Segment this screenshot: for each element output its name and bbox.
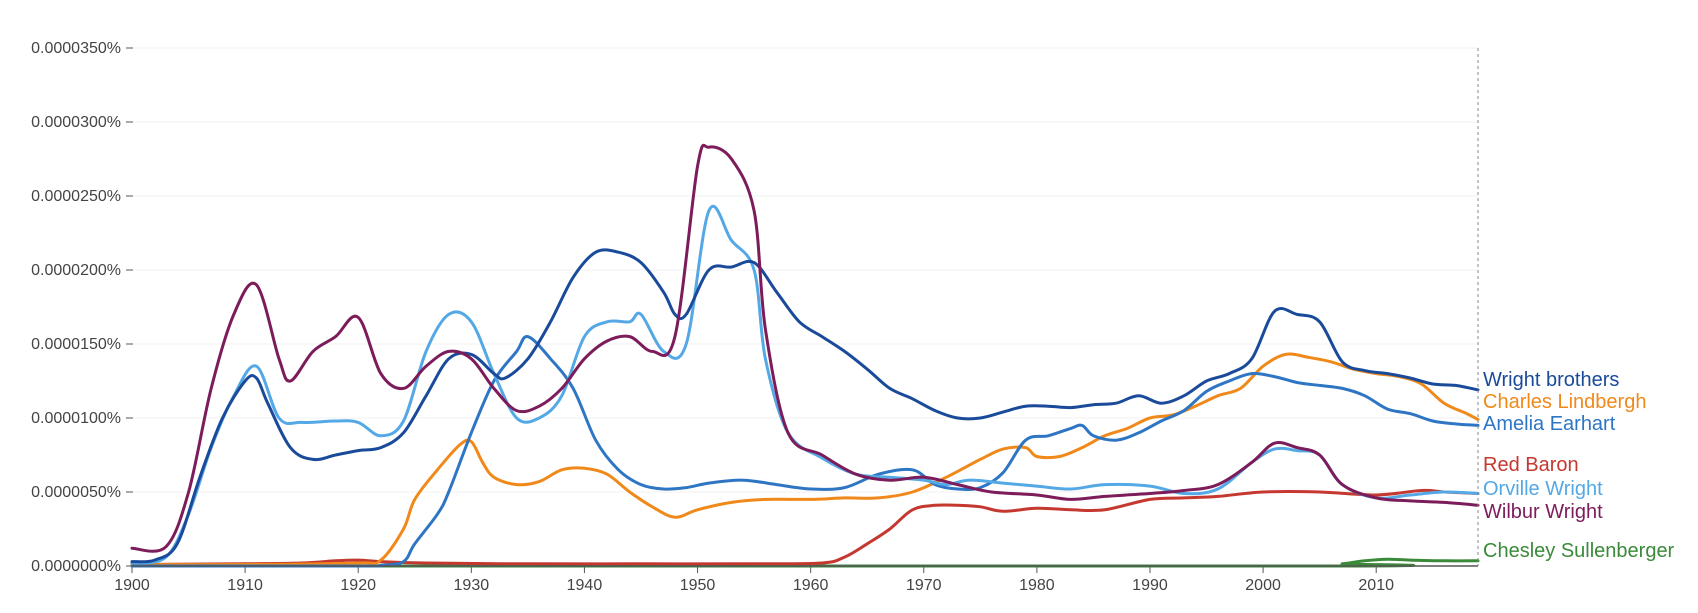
legend-label-charles-lindbergh[interactable]: Charles Lindbergh	[1483, 391, 1646, 413]
series-line-amelia-earhart	[130, 335, 1480, 568]
legend-label-orville-wright[interactable]: Orville Wright	[1483, 478, 1603, 500]
legend-label-wright-brothers[interactable]: Wright brothers	[1483, 369, 1619, 391]
series-line-charles-lindbergh	[130, 352, 1480, 567]
x-tick-label: 1930	[454, 577, 490, 594]
series-line-wright-brothers	[130, 248, 1480, 564]
x-tick-label: 1970	[906, 577, 942, 594]
x-tick-label: 2000	[1245, 577, 1281, 594]
x-tick-label: 1950	[680, 577, 716, 594]
y-tick-label: 0.0000150%	[31, 336, 121, 353]
grid-lines	[132, 47, 1478, 493]
legend-label-amelia-earhart[interactable]: Amelia Earhart	[1483, 413, 1616, 435]
y-tick-label: 0.0000200%	[31, 262, 121, 279]
x-tick-label: 1960	[793, 577, 829, 594]
x-tick-label: 1910	[227, 577, 263, 594]
y-tick-label: 0.0000050%	[31, 484, 121, 501]
x-tick-label: 1940	[567, 577, 603, 594]
y-axis-ticks: 0.0000000% 0.0000050% 0.0000100% 0.0000150%…	[31, 40, 133, 575]
y-tick-label: 0.0000000%	[31, 558, 121, 575]
series-line-orville-wright	[130, 204, 1480, 565]
x-axis-ticks: 1900 1910 1920 1930 1940 1950 1960 1970 1980 1990…	[114, 566, 1394, 594]
legend-label-chesley-sullenberger[interactable]: Chesley Sullenberger	[1483, 540, 1675, 562]
x-tick-label: 1980	[1019, 577, 1055, 594]
x-tick-label: 1990	[1132, 577, 1168, 594]
x-tick-label: 1900	[114, 577, 150, 594]
legend-label-wilbur-wright[interactable]: Wilbur Wright	[1483, 501, 1603, 523]
series-line-wilbur-wright	[130, 143, 1480, 553]
series-line-red-baron	[130, 488, 1480, 566]
legend-label-red-baron[interactable]: Red Baron	[1483, 454, 1579, 476]
y-tick-label: 0.0000300%	[31, 114, 121, 131]
y-tick-label: 0.0000350%	[31, 40, 121, 57]
x-tick-label: 1920	[340, 577, 376, 594]
y-tick-label: 0.0000250%	[31, 188, 121, 205]
x-tick-label: 2010	[1358, 577, 1394, 594]
series-lines	[130, 143, 1480, 568]
y-tick-label: 0.0000100%	[31, 410, 121, 427]
